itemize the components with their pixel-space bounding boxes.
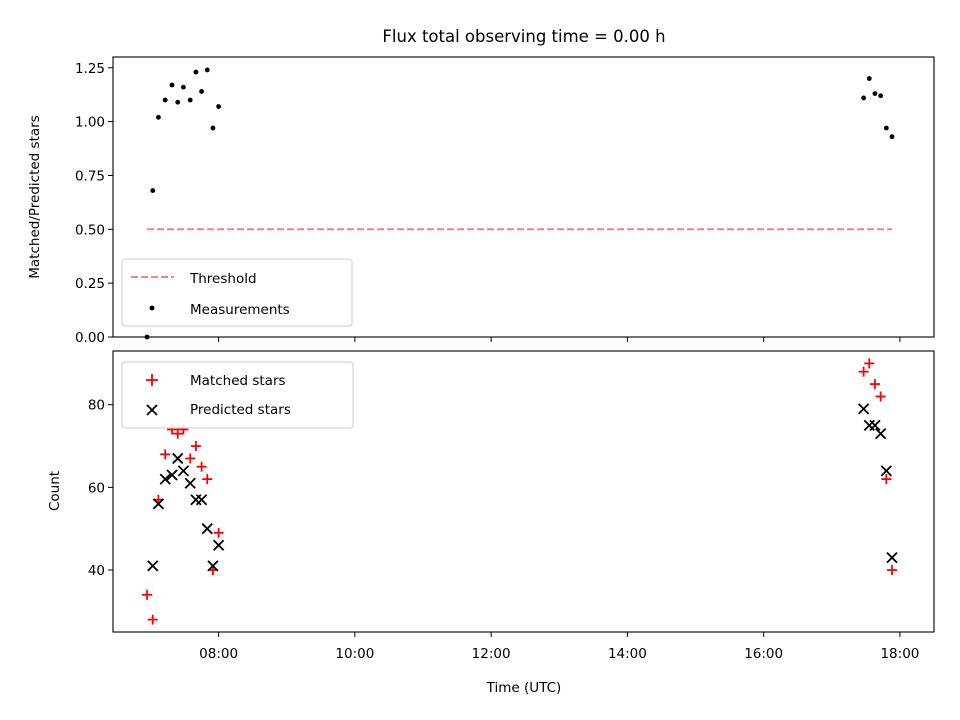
- x-tick-label: 08:00: [199, 646, 238, 662]
- bottom-plot-area: [142, 358, 898, 625]
- ylabel-top: Matched/Predicted stars: [27, 115, 43, 278]
- matched-star-point: [172, 428, 183, 439]
- measurement-point: [169, 82, 175, 88]
- predicted-star-point: [195, 494, 208, 506]
- ylabel-bottom: Count: [47, 471, 63, 511]
- matched-star-point: [142, 589, 153, 600]
- x-tick-label: 14:00: [608, 646, 647, 662]
- measurement-point: [199, 89, 204, 94]
- predicted-star-point: [166, 469, 178, 481]
- measurement-point: [866, 76, 872, 81]
- measurement-point: [883, 125, 889, 131]
- measurement-point: [872, 91, 878, 97]
- top-y-tick-label: 1.25: [75, 61, 105, 77]
- predicted-star-point: [886, 551, 898, 564]
- measurement-point: [175, 99, 181, 105]
- x-tick-label: 18:00: [880, 646, 919, 662]
- matched-star-point: [202, 474, 213, 485]
- matched-star-point: [160, 449, 171, 460]
- matched-star-point: [881, 474, 892, 485]
- top-plot-area: [144, 67, 895, 340]
- measurement-point: [861, 95, 866, 101]
- bottom-y-axis: 40 60 80: [88, 398, 113, 579]
- x-tick-label: 12:00: [472, 646, 511, 662]
- top-legend-box: [121, 258, 353, 327]
- matched-star-point: [196, 461, 207, 472]
- measurements-legend-swatch: [149, 305, 155, 311]
- x-axis: 08:00 10:00 12:00 14:00 16:00 18:00: [199, 337, 919, 662]
- top-y-tick-label: 1.00: [75, 115, 105, 131]
- x-tick-label: 16:00: [744, 646, 783, 662]
- measurement-point: [878, 93, 884, 99]
- top-y-tick-label: 0.25: [75, 276, 105, 292]
- predicted-star-point: [152, 498, 165, 510]
- top-y-axis: 0.00 0.25 0.50 0.75 1.00 1.25: [75, 61, 113, 346]
- predicted-star-point: [177, 465, 190, 477]
- measurement-point: [156, 114, 161, 120]
- predicted-star-point: [147, 560, 159, 572]
- matched-star-point: [185, 453, 196, 464]
- bottom-legend: Matched stars Predicted stars: [121, 361, 354, 429]
- predicted-star-point: [207, 560, 219, 572]
- matched-star-point: [886, 565, 897, 576]
- predicted-star-point: [869, 419, 881, 432]
- chart-title: Flux total observing time = 0.00 h: [382, 27, 665, 46]
- measurement-point: [181, 84, 186, 90]
- predicted-star-point: [212, 539, 225, 551]
- predicted-stars-legend-swatch: [146, 404, 158, 416]
- predicted-stars-legend-label: Predicted stars: [190, 402, 291, 418]
- predicted-star-point: [874, 428, 887, 440]
- matched-star-point: [213, 527, 224, 538]
- predicted-star-point: [184, 477, 196, 489]
- predicted-star-point: [159, 473, 171, 485]
- matched-star-point: [869, 379, 880, 390]
- predicted-star-point: [857, 403, 870, 415]
- measurement-point: [162, 97, 168, 103]
- predicted-star-point: [201, 523, 213, 535]
- bottom-legend-box: [121, 361, 354, 429]
- matched-star-point: [875, 391, 886, 402]
- matched-star-point: [147, 614, 158, 625]
- bottom-y-tick-label: 80: [88, 398, 105, 414]
- measurements-legend-label: Measurements: [190, 302, 290, 318]
- top-axes-frame: [112, 56, 935, 338]
- matched-stars-legend-label: Matched stars: [190, 373, 286, 389]
- measurement-point: [216, 104, 222, 109]
- measurement-point: [187, 97, 193, 103]
- matched-star-point: [864, 358, 875, 369]
- bottom-y-tick-label: 40: [88, 563, 105, 579]
- measurement-point: [210, 125, 216, 131]
- top-legend: Threshold Measurements: [121, 258, 353, 327]
- predicted-star-point: [880, 465, 892, 477]
- x-tick-label: 10:00: [335, 646, 374, 662]
- bottom-y-tick-label: 60: [88, 480, 105, 496]
- measurement-point: [204, 67, 210, 73]
- bottom-axes-frame: [112, 350, 935, 633]
- top-y-tick-label: 0.50: [75, 222, 105, 238]
- xlabel: Time (UTC): [486, 680, 562, 696]
- matched-star-point: [190, 441, 201, 452]
- matched-star-point: [858, 366, 869, 377]
- matched-stars-legend-swatch: [146, 374, 158, 386]
- measurement-point: [889, 134, 895, 140]
- top-y-tick-label: 0.00: [75, 330, 105, 346]
- threshold-legend-label: Threshold: [189, 271, 257, 287]
- measurement-point: [150, 188, 156, 193]
- measurement-point: [193, 69, 199, 75]
- top-y-tick-label: 0.75: [75, 168, 105, 184]
- predicted-star-point: [172, 452, 184, 465]
